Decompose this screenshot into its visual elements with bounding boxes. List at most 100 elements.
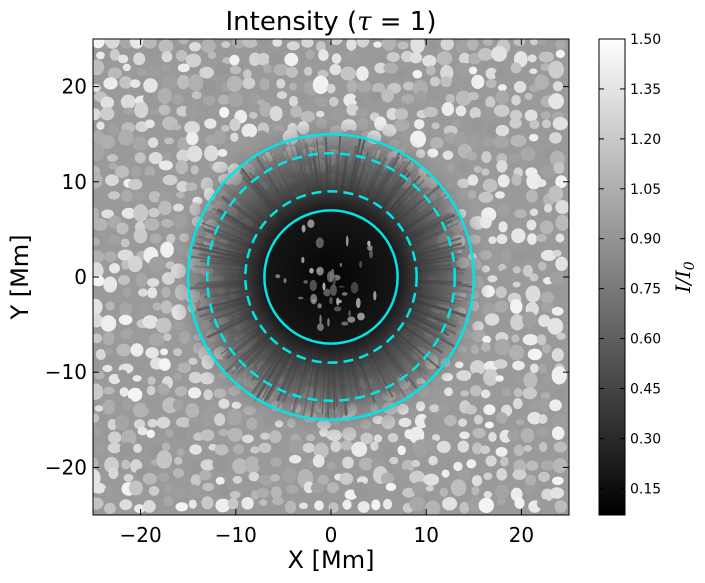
granule <box>495 124 510 137</box>
granule <box>241 497 254 510</box>
granule <box>456 370 472 381</box>
granule <box>103 502 116 515</box>
granule <box>540 249 557 262</box>
granule <box>185 182 198 192</box>
granule <box>496 233 508 245</box>
granule <box>509 153 521 163</box>
granule <box>431 434 441 442</box>
granule <box>537 39 547 45</box>
granule <box>107 431 122 444</box>
granule <box>553 289 564 300</box>
granule <box>249 111 258 119</box>
granule <box>189 42 201 52</box>
granule <box>543 203 553 213</box>
granule <box>269 430 282 444</box>
granule <box>258 474 274 486</box>
umbral-dot <box>345 235 349 247</box>
granule <box>522 264 533 277</box>
granule <box>548 60 564 79</box>
granule <box>93 39 105 49</box>
granule <box>317 474 329 486</box>
granule <box>467 174 479 186</box>
granule <box>357 501 370 513</box>
granule <box>107 418 118 431</box>
granule <box>226 408 242 426</box>
granule <box>120 189 133 203</box>
granule <box>116 222 129 235</box>
granule <box>551 348 564 362</box>
granule <box>318 49 329 61</box>
granule <box>538 471 550 482</box>
umbral-dot <box>329 296 333 305</box>
umbral-dot <box>355 297 361 309</box>
colorbar-tick-label: 0.15 <box>630 481 661 497</box>
granule <box>130 166 142 178</box>
granule <box>444 415 457 427</box>
umbral-dot <box>339 262 342 267</box>
granule <box>222 57 231 65</box>
granule <box>120 94 136 109</box>
granule <box>460 390 470 397</box>
granule <box>372 483 383 494</box>
granule <box>148 332 165 347</box>
granule <box>269 457 283 468</box>
granule <box>104 348 114 355</box>
granule <box>552 476 564 486</box>
plot-area: −20 −10 0 10 20 −20 −10 0 10 20 <box>45 38 570 547</box>
granule <box>105 174 119 186</box>
granule <box>152 302 162 311</box>
granule <box>393 119 410 132</box>
granule <box>497 202 511 217</box>
granule <box>256 487 270 499</box>
granule <box>329 96 339 107</box>
granule <box>121 429 137 447</box>
granule <box>484 421 494 429</box>
granule <box>137 305 147 317</box>
x-tick-label: 10 <box>413 523 438 547</box>
granule <box>537 136 552 152</box>
granule <box>115 165 130 178</box>
granule <box>512 469 527 480</box>
granule <box>108 373 121 385</box>
granule <box>389 456 399 465</box>
granule <box>529 208 539 216</box>
colorbar-tick-label: 0.60 <box>630 332 661 348</box>
granule <box>102 331 115 346</box>
granule <box>355 108 368 117</box>
granule <box>494 191 505 199</box>
granule <box>512 266 521 274</box>
granule <box>442 496 458 511</box>
granule <box>161 51 173 63</box>
granule <box>188 417 199 428</box>
granule <box>314 96 328 107</box>
granule <box>554 500 567 513</box>
granule <box>163 495 174 507</box>
granule <box>93 275 105 287</box>
granule <box>133 402 149 418</box>
granule <box>227 497 239 510</box>
granule <box>161 286 171 298</box>
granule <box>100 315 117 332</box>
granule <box>374 62 388 74</box>
overlay-circle-r13 <box>205 151 457 403</box>
granule <box>157 472 170 482</box>
granule <box>552 81 564 92</box>
granule <box>436 51 453 66</box>
granule <box>510 314 525 331</box>
granule <box>481 342 491 352</box>
granule <box>93 218 108 231</box>
granule <box>455 105 467 117</box>
granule <box>96 51 105 60</box>
granule <box>548 93 565 110</box>
granule <box>483 490 493 499</box>
granule <box>201 496 214 510</box>
granule <box>298 502 309 510</box>
umbral-dot <box>310 293 318 305</box>
granule <box>346 103 359 116</box>
granule <box>121 260 130 270</box>
granule <box>119 145 134 161</box>
granule <box>107 154 118 162</box>
granule <box>117 274 130 286</box>
granule <box>93 108 101 121</box>
granule <box>457 469 471 481</box>
